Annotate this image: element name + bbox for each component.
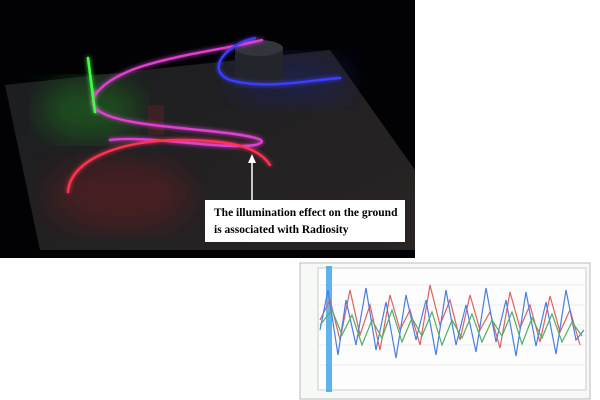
chart-screenshot xyxy=(299,262,591,400)
render-scene: The illumination effect on the ground is… xyxy=(0,0,415,258)
highlight-band xyxy=(326,266,332,392)
noise-line xyxy=(319,287,585,359)
noise-line xyxy=(319,308,583,347)
grid xyxy=(318,284,586,366)
arrow-head xyxy=(248,154,256,163)
caption-box xyxy=(205,200,405,242)
blue-curve xyxy=(217,36,342,86)
small-cylinder xyxy=(148,105,164,135)
caption-line: is associated with Radiosity xyxy=(214,224,349,236)
red-light xyxy=(50,160,190,230)
green-line xyxy=(86,56,97,114)
green-light xyxy=(40,80,140,140)
plot-area xyxy=(317,267,587,391)
caption-line: The illumination effect on the ground xyxy=(214,207,398,219)
red-curve xyxy=(66,138,272,194)
noise-line xyxy=(319,284,581,351)
pink-curve xyxy=(91,38,264,148)
